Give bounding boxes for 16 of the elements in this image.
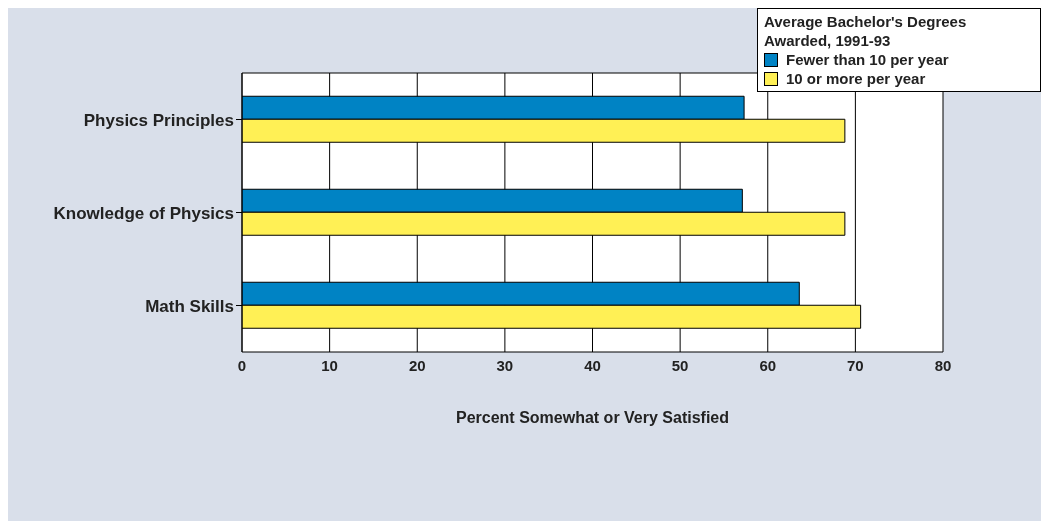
- x-tick-label: 70: [847, 356, 864, 374]
- legend-label: Fewer than 10 per year: [786, 50, 949, 69]
- x-axis-title: Percent Somewhat or Very Satisfied: [456, 409, 729, 427]
- y-tick-label: Math Skills: [145, 296, 234, 316]
- x-tick-label: 40: [584, 356, 601, 374]
- x-tick-label: 50: [671, 356, 689, 374]
- x-tick-label: 30: [496, 356, 514, 374]
- x-tick-label: 20: [408, 356, 426, 374]
- legend-title: Average Bachelor's Degrees Awarded, 1991-93: [764, 12, 968, 50]
- x-tick-label: 10: [321, 356, 338, 374]
- y-tick-label: Physics Principles: [83, 110, 234, 130]
- x-tick-label: 80: [934, 356, 952, 374]
- y-tick-label: Knowledge of Physics: [53, 203, 234, 223]
- x-tick-label: 60: [759, 356, 777, 374]
- legend-label: 10 or more per year: [786, 69, 926, 88]
- x-tick-label: 0: [237, 356, 247, 374]
